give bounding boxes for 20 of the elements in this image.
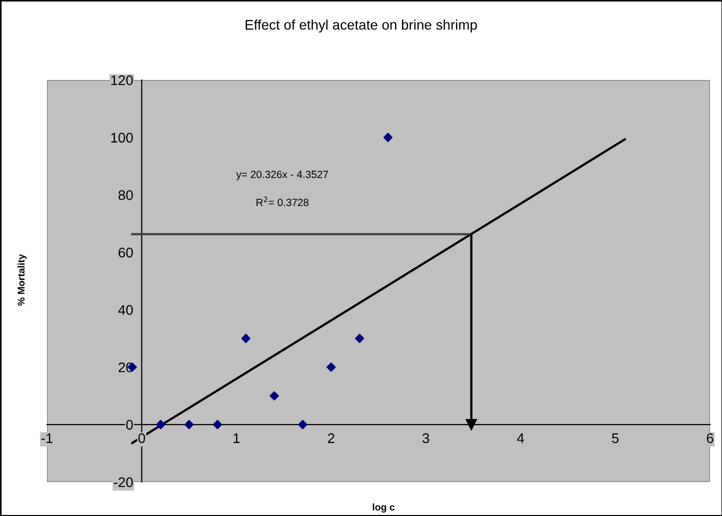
x-tick-label: 2 (328, 433, 334, 443)
y-tick-label: -20 (114, 477, 133, 488)
x-tick-label: 0 (138, 433, 146, 444)
chart-title: Effect of ethyl acetate on brine shrimp (246, 20, 477, 32)
y-tick-label: 60 (118, 248, 133, 258)
x-tick-label: 5 (612, 433, 619, 444)
y-tick-label: 80 (118, 190, 133, 200)
x-tick-label: 6 (706, 433, 714, 444)
y-tick-label: 100 (111, 132, 133, 143)
x-axis-title: log c (372, 503, 395, 513)
y-tick-label: 120 (111, 75, 133, 86)
y-axis-title: % Mortality (17, 254, 27, 306)
y-tick-label: 0 (126, 420, 133, 430)
y-tick-label: 40 (118, 305, 133, 315)
annotation: y= 20.326x - 4.3527 (236, 170, 328, 180)
x-tick-label: 1 (234, 433, 240, 443)
x-tick-label: 3 (422, 433, 430, 444)
x-tick-label: 4 (517, 433, 524, 443)
x-tick-label: -1 (41, 433, 52, 443)
annotation: R$^{2}$= 0.3728 (256, 196, 308, 206)
